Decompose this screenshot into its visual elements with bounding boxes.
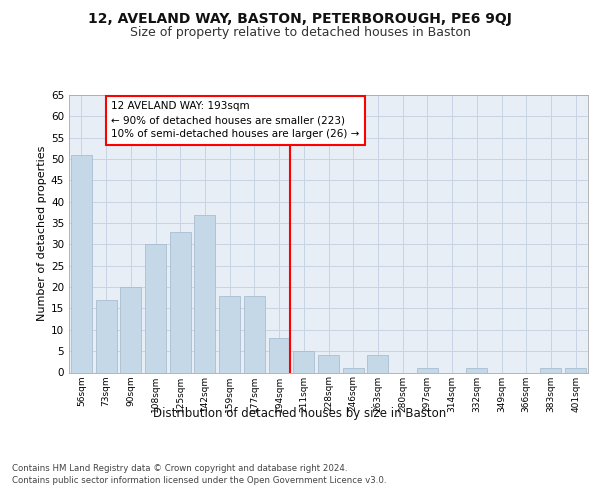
Bar bbox=[293, 351, 314, 372]
Bar bbox=[71, 155, 92, 372]
Bar bbox=[541, 368, 562, 372]
Bar bbox=[565, 368, 586, 372]
Bar bbox=[269, 338, 290, 372]
Bar bbox=[170, 232, 191, 372]
Bar bbox=[466, 368, 487, 372]
Text: Distribution of detached houses by size in Baston: Distribution of detached houses by size … bbox=[154, 408, 446, 420]
Y-axis label: Number of detached properties: Number of detached properties bbox=[37, 146, 47, 322]
Text: Size of property relative to detached houses in Baston: Size of property relative to detached ho… bbox=[130, 26, 470, 39]
Text: Contains HM Land Registry data © Crown copyright and database right 2024.: Contains HM Land Registry data © Crown c… bbox=[12, 464, 347, 473]
Bar bbox=[95, 300, 116, 372]
Bar bbox=[194, 214, 215, 372]
Bar bbox=[417, 368, 438, 372]
Bar bbox=[318, 356, 339, 372]
Bar bbox=[367, 356, 388, 372]
Text: 12, AVELAND WAY, BASTON, PETERBOROUGH, PE6 9QJ: 12, AVELAND WAY, BASTON, PETERBOROUGH, P… bbox=[88, 12, 512, 26]
Text: Contains public sector information licensed under the Open Government Licence v3: Contains public sector information licen… bbox=[12, 476, 386, 485]
Text: 12 AVELAND WAY: 193sqm
← 90% of detached houses are smaller (223)
10% of semi-de: 12 AVELAND WAY: 193sqm ← 90% of detached… bbox=[111, 102, 359, 140]
Bar bbox=[244, 296, 265, 372]
Bar bbox=[219, 296, 240, 372]
Bar bbox=[145, 244, 166, 372]
Bar bbox=[120, 287, 141, 372]
Bar bbox=[343, 368, 364, 372]
